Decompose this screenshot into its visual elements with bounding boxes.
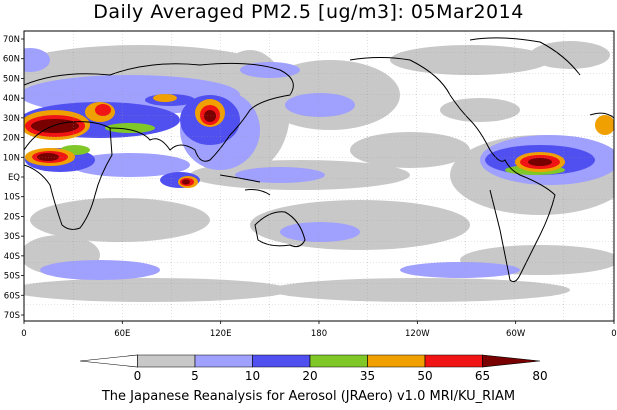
colorbar-swatch <box>309 354 368 368</box>
lat-tick-label: 70S <box>4 311 20 321</box>
colorbar-label: 0 <box>134 369 142 383</box>
lat-tick-label: 10N <box>3 153 20 163</box>
lon-tick-label: 180 <box>311 329 327 339</box>
colorbar-swatch <box>79 354 138 368</box>
colorbar-swatch <box>482 354 541 368</box>
colorbar-label: 65 <box>475 369 490 383</box>
lat-tick-label: 70N <box>3 35 20 45</box>
lat-tick-label: 60S <box>4 291 20 301</box>
lon-tick-label: 0 <box>611 329 616 339</box>
lat-tick-label: 40N <box>3 94 20 104</box>
lat-tick-label: 30N <box>3 114 20 124</box>
lon-tick-label: 120E <box>210 329 232 339</box>
lon-tick-label: 60W <box>506 329 526 339</box>
lat-tick-label: EQ <box>8 173 20 183</box>
colorbar-label: 5 <box>191 369 199 383</box>
colorbar-label: 20 <box>302 369 317 383</box>
colorbar-label: 35 <box>360 369 375 383</box>
footer-credit: The Japanese Reanalysis for Aerosol (JRA… <box>101 389 516 404</box>
lat-tick-label: 50N <box>3 74 20 84</box>
lon-tick-label: 0 <box>21 329 26 339</box>
lat-tick-label: 40S <box>4 252 20 262</box>
lat-tick-label: 30S <box>4 232 20 242</box>
longitude-axis: 0 60E 120E 180 120W 60W 0 <box>21 321 617 339</box>
latitude-axis: 70N 60N 50N 40N 30N 20N 10N EQ 10S 20S 30S 40S 50S 60… <box>3 35 24 321</box>
lon-tick-label: 120W <box>405 329 430 339</box>
lon-tick-label: 60E <box>114 329 130 339</box>
colorbar-swatch <box>137 354 196 368</box>
lat-tick-label: 60N <box>3 55 20 65</box>
lat-tick-label: 50S <box>4 272 20 282</box>
lat-tick-label: 20S <box>4 212 20 222</box>
map-plot-area <box>24 31 614 321</box>
colorbar-label: 50 <box>417 369 432 383</box>
colorbar-swatch <box>367 354 426 368</box>
lat-tick-label: 10S <box>4 193 20 203</box>
colorbar: 0 5 10 20 35 50 65 80 <box>79 354 548 383</box>
colorbar-swatch <box>424 354 483 368</box>
colorbar-label: 10 <box>245 369 260 383</box>
colorbar-swatch <box>252 354 311 368</box>
map-title: Daily Averaged PM2.5 [ug/m3]: 05Mar2014 <box>93 1 524 23</box>
colorbar-label: 80 <box>532 369 547 383</box>
colorbar-swatch <box>194 354 253 368</box>
lat-tick-label: 20N <box>3 134 20 144</box>
